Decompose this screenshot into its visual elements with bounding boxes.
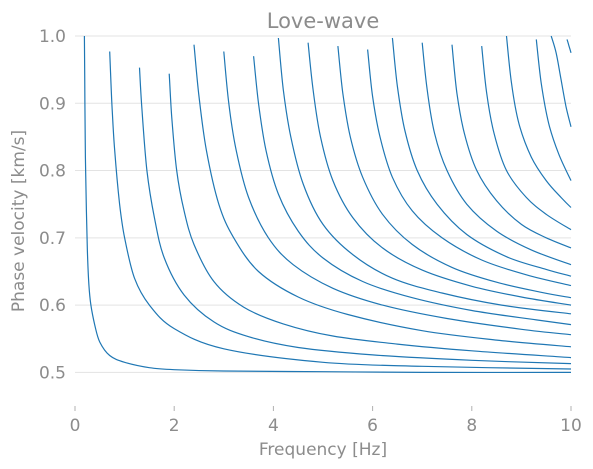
- dispersion-curve-mode-11: [391, 37, 572, 277]
- dispersion-curves: [83, 35, 572, 374]
- x-tick-label: 2: [169, 416, 180, 436]
- x-tick-label: 0: [70, 416, 81, 436]
- y-tick-label: 0.5: [39, 363, 66, 383]
- dispersion-curve-mode-6: [253, 56, 572, 326]
- y-tick-label: 1.0: [39, 27, 66, 47]
- x-tick-label: 6: [367, 416, 378, 436]
- dispersion-curve-mode-17: [550, 35, 572, 127]
- dispersion-curve-mode-12: [421, 42, 572, 266]
- chart-title: Love-wave: [267, 9, 380, 33]
- dispersion-curve-mode-15: [505, 35, 572, 208]
- y-axis-ticks: 0.5 0.6 0.7 0.8 0.9 1.0: [39, 27, 66, 383]
- dispersion-curve-mode-2: [138, 67, 572, 365]
- dispersion-curve-mode-8: [307, 42, 572, 306]
- x-tick-label: 4: [268, 416, 279, 436]
- x-tick-label: 10: [560, 416, 582, 436]
- dispersion-curve-mode-7: [277, 37, 572, 315]
- x-axis-ticks: 0 2 4 6 8 10: [70, 406, 582, 436]
- dispersion-curve-mode-3: [168, 73, 572, 359]
- dispersion-curve-mode-5: [223, 51, 572, 336]
- dispersion-curve-mode-4: [193, 44, 572, 348]
- dispersion-curve-mode-18: [566, 39, 572, 53]
- dispersion-curve-mode-9: [337, 46, 572, 299]
- y-tick-label: 0.7: [39, 229, 66, 249]
- dispersion-curve-mode-16: [535, 39, 572, 181]
- x-tick-label: 8: [466, 416, 477, 436]
- dispersion-curve-mode-13: [451, 44, 572, 249]
- y-tick-label: 0.6: [39, 296, 66, 316]
- dispersion-curve-mode-1: [109, 51, 572, 370]
- y-axis-label: Phase velocity [km/s]: [9, 130, 29, 312]
- dispersion-curve-mode-10: [367, 49, 572, 287]
- x-axis-label: Frequency [Hz]: [259, 440, 387, 460]
- y-tick-label: 0.9: [39, 94, 66, 114]
- grid-lines: [75, 35, 571, 373]
- y-tick-label: 0.8: [39, 162, 66, 182]
- dispersion-curve-mode-14: [481, 46, 572, 231]
- dispersion-curve-mode-0: [83, 35, 572, 374]
